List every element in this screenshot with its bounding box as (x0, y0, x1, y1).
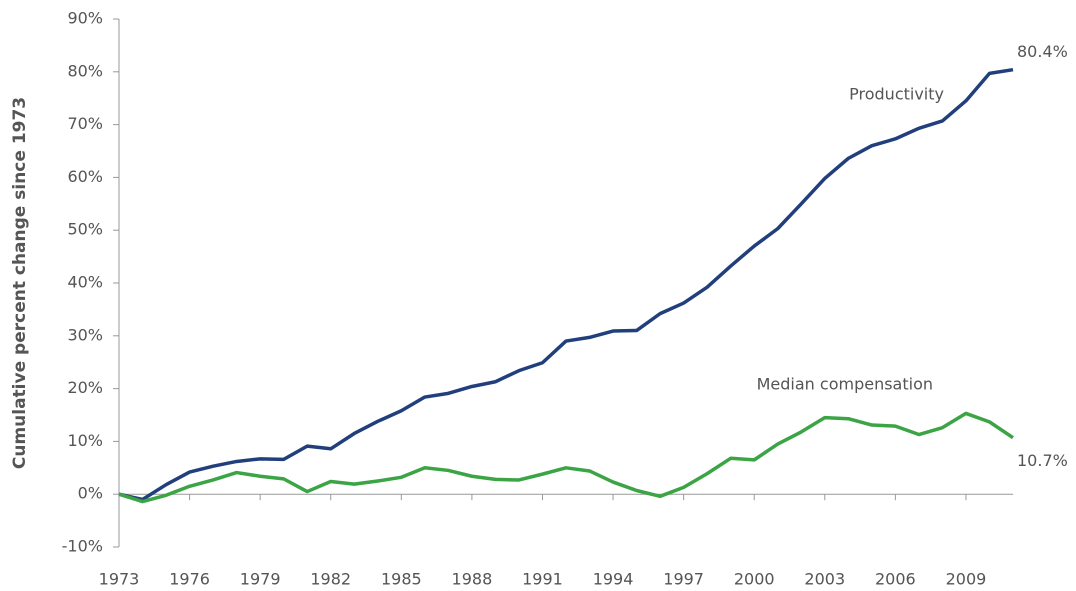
x-tick-label: 1991 (522, 570, 563, 589)
x-tick-label: 2000 (734, 570, 775, 589)
y-tick-label: 80% (67, 61, 103, 80)
x-tick-label: 1997 (663, 570, 704, 589)
line-series (118, 67, 1014, 502)
x-tick-label: 1976 (169, 570, 210, 589)
x-tick-label: 1973 (99, 570, 140, 589)
x-tick-label: 2003 (804, 570, 845, 589)
y-axis-label: Cumulative percent change since 1973 (10, 97, 30, 469)
y-tick-label: 90% (67, 9, 103, 28)
value-label: 10.7% (1017, 451, 1068, 470)
x-tick-label: 1985 (381, 570, 422, 589)
x-tick-label: 2009 (946, 570, 987, 589)
x-tick-label: 2006 (875, 570, 916, 589)
y-tick-label: 50% (67, 220, 103, 239)
series-label: Productivity (849, 85, 944, 104)
y-tick-label: 30% (67, 325, 103, 344)
y-tick-label: 0% (78, 484, 103, 503)
y-tick-label: 10% (67, 431, 103, 450)
line-series (118, 411, 1014, 504)
x-tick-label: 1982 (310, 570, 351, 589)
y-tick-label: 60% (67, 167, 103, 186)
value-label: 80.4% (1017, 42, 1068, 61)
x-tick-label: 1988 (452, 570, 493, 589)
series-label: Median compensation (757, 375, 933, 394)
x-tick-label: 1979 (240, 570, 281, 589)
y-tick-label: -10% (62, 537, 103, 556)
x-tick-label: 1994 (593, 570, 634, 589)
y-tick-label: 20% (67, 378, 103, 397)
y-tick-label: 40% (67, 273, 103, 292)
y-tick-label: 70% (67, 114, 103, 133)
